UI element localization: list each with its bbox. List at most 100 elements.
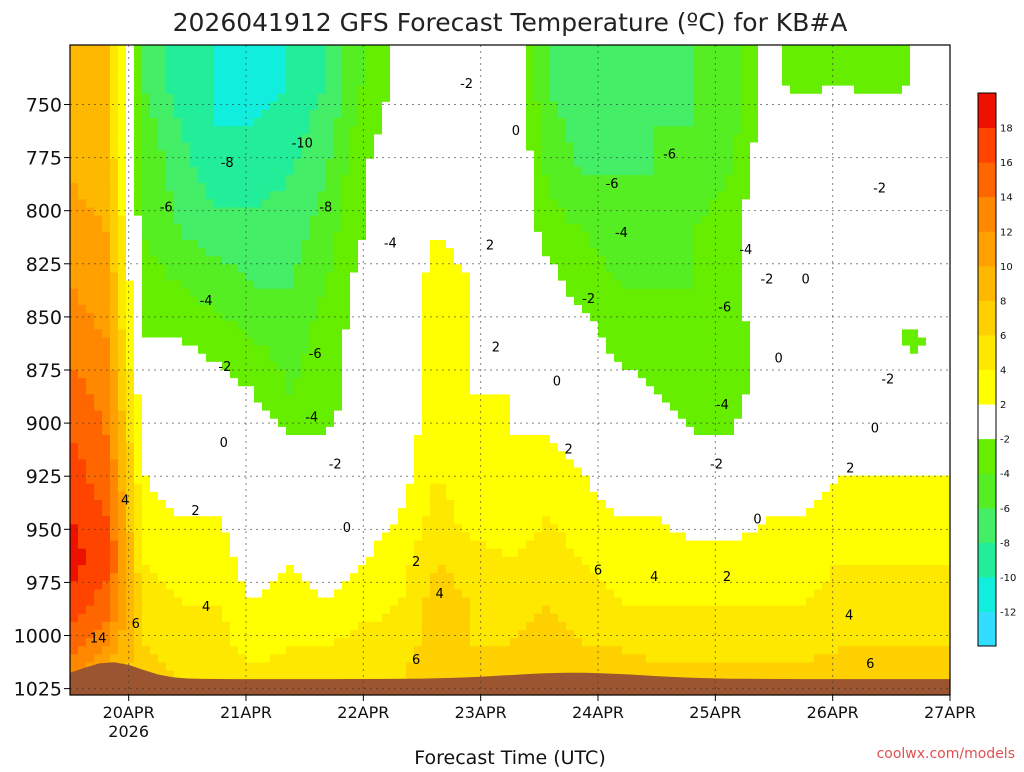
- field-cell: [222, 77, 231, 87]
- field-cell: [806, 101, 815, 111]
- field-cell: [774, 402, 783, 412]
- field-cell: [638, 158, 647, 168]
- field-cell: [374, 231, 383, 241]
- field-cell: [190, 272, 199, 282]
- field-cell: [742, 264, 751, 274]
- field-cell: [182, 361, 191, 371]
- field-cell: [806, 280, 815, 290]
- field-cell: [158, 256, 167, 265]
- field-cell: [302, 264, 311, 274]
- field-cell: [622, 158, 631, 168]
- field-cell: [470, 272, 479, 282]
- field-cell: [262, 93, 271, 103]
- field-cell: [750, 264, 759, 274]
- field-cell: [718, 150, 727, 160]
- field-cell: [918, 386, 927, 395]
- field-cell: [870, 61, 879, 70]
- field-cell: [662, 321, 671, 330]
- field-cell: [734, 166, 743, 176]
- field-cell: [286, 378, 295, 387]
- field-cell: [710, 280, 719, 290]
- field-cell: [814, 345, 823, 355]
- field-cell: [766, 248, 775, 257]
- field-cell: [814, 175, 823, 184]
- field-cell: [862, 53, 871, 62]
- field-cell: [742, 223, 751, 233]
- field-cell: [830, 166, 839, 176]
- field-cell: [926, 288, 935, 298]
- field-cell: [518, 329, 527, 339]
- field-cell: [254, 329, 263, 339]
- field-cell: [462, 272, 471, 282]
- field-cell: [334, 288, 343, 298]
- field-cell: [342, 158, 351, 168]
- field-cell: [774, 183, 783, 192]
- field-cell: [822, 215, 831, 225]
- field-cell: [678, 402, 687, 412]
- field-cell: [326, 126, 335, 135]
- field-cell: [478, 69, 487, 79]
- field-cell: [310, 280, 319, 290]
- field-cell: [454, 166, 463, 176]
- field-cell: [310, 77, 319, 87]
- field-cell: [246, 288, 255, 298]
- field-cell: [438, 240, 447, 249]
- field-cell: [454, 101, 463, 111]
- field-cell: [486, 370, 495, 379]
- field-cell: [494, 150, 503, 160]
- field-cell: [814, 264, 823, 274]
- field-cell: [862, 353, 871, 363]
- field-cell: [350, 329, 359, 339]
- field-cell: [798, 183, 807, 192]
- field-cell: [766, 321, 775, 330]
- field-cell: [566, 280, 575, 290]
- field-cell: [846, 191, 855, 200]
- field-cell: [510, 150, 519, 160]
- field-cell: [94, 402, 103, 412]
- field-cell: [398, 402, 407, 412]
- field-cell: [414, 110, 423, 119]
- field-cell: [94, 288, 103, 298]
- field-cell: [614, 110, 623, 119]
- field-cell: [486, 231, 495, 241]
- field-cell: [822, 101, 831, 111]
- field-cell: [342, 69, 351, 79]
- field-cell: [382, 386, 391, 395]
- field-cell: [182, 191, 191, 200]
- field-cell: [462, 166, 471, 176]
- field-cell: [78, 321, 87, 330]
- field-cell: [814, 110, 823, 119]
- field-cell: [718, 248, 727, 257]
- field-cell: [262, 296, 271, 306]
- field-cell: [758, 183, 767, 192]
- field-cell: [838, 61, 847, 70]
- field-cell: [286, 166, 295, 176]
- field-cell: [446, 53, 455, 62]
- field-cell: [494, 288, 503, 298]
- field-cell: [630, 118, 639, 127]
- field-cell: [846, 53, 855, 62]
- field-cell: [582, 53, 591, 62]
- field-cell: [894, 378, 903, 387]
- field-cell: [726, 199, 735, 209]
- field-cell: [790, 118, 799, 127]
- field-cell: [246, 280, 255, 290]
- field-cell: [846, 231, 855, 241]
- field-cell: [486, 199, 495, 209]
- field-cell: [246, 370, 255, 379]
- field-cell: [774, 110, 783, 119]
- field-cell: [110, 183, 119, 192]
- field-cell: [230, 142, 239, 152]
- field-cell: [214, 240, 223, 249]
- field-cell: [478, 93, 487, 103]
- field-cell: [142, 191, 151, 200]
- field-cell: [270, 313, 279, 322]
- field-cell: [486, 142, 495, 152]
- field-cell: [142, 410, 151, 420]
- field-cell: [190, 166, 199, 176]
- field-cell: [214, 288, 223, 298]
- field-cell: [462, 248, 471, 257]
- field-cell: [606, 386, 615, 395]
- field-cell: [686, 191, 695, 200]
- field-cell: [390, 296, 399, 306]
